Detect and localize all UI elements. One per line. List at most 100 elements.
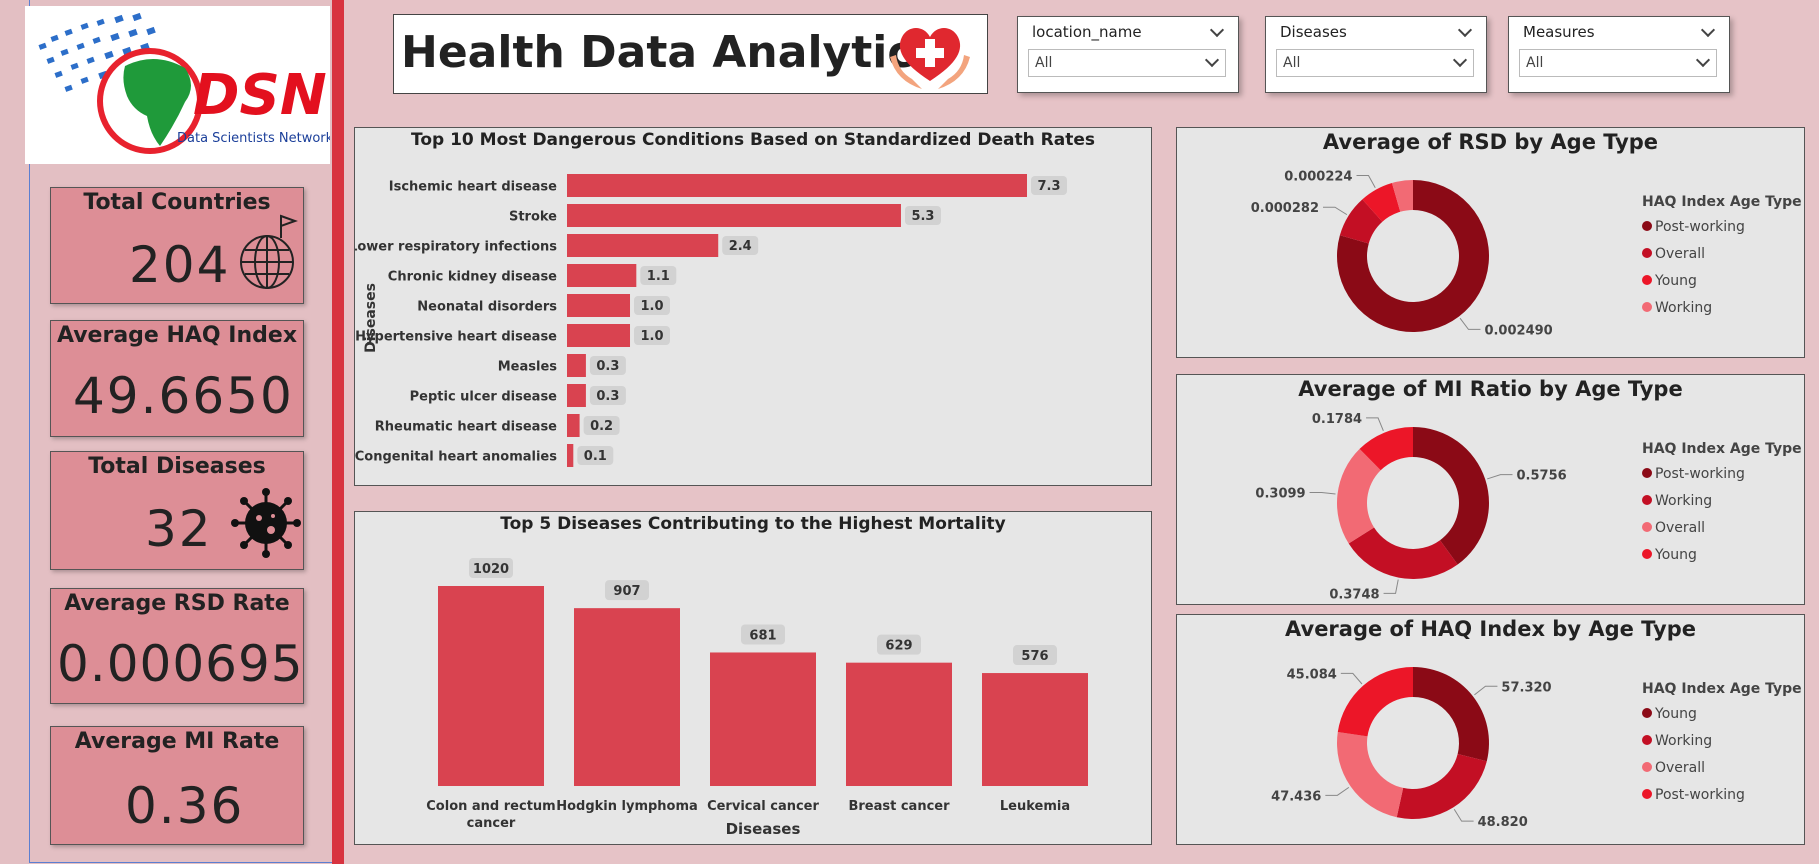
donut-slice[interactable]	[1413, 667, 1489, 762]
leader-line	[1309, 491, 1336, 495]
data-label-bg	[877, 634, 921, 655]
category-label: Colon and rectum	[426, 799, 555, 814]
category-label: Stroke	[509, 210, 557, 225]
logo-tagline: Data Scientists Network	[177, 131, 330, 146]
chevron-down-icon[interactable]	[1209, 22, 1225, 38]
donut-slice[interactable]	[1396, 754, 1487, 819]
chevron-down-icon[interactable]	[1204, 52, 1220, 68]
bar[interactable]	[567, 264, 637, 287]
globe-icon	[240, 214, 298, 289]
legend-item[interactable]: Young	[1654, 706, 1697, 722]
legend-marker	[1642, 735, 1652, 745]
category-label: Breast cancer	[848, 799, 950, 814]
kpi-average-rsd-rate: Average RSD Rate 0.000695	[50, 588, 304, 704]
chevron-down-icon[interactable]	[1700, 22, 1716, 38]
data-label: 1020	[473, 562, 509, 577]
donut-slice[interactable]	[1337, 732, 1404, 818]
data-label-bg	[583, 416, 620, 435]
chevron-down-icon[interactable]	[1695, 52, 1711, 68]
legend-item[interactable]: Overall	[1655, 520, 1705, 536]
kpi-title: Total Countries	[83, 190, 271, 215]
slice-label: 0.1784	[1312, 412, 1362, 427]
donut-slice[interactable]	[1337, 180, 1489, 332]
legend-marker	[1642, 789, 1652, 799]
legend-marker	[1642, 302, 1652, 312]
donut-slice[interactable]	[1337, 448, 1381, 544]
legend-item[interactable]: Young	[1654, 273, 1697, 289]
slicer-location-name[interactable]: location_name All	[1017, 16, 1239, 93]
chart-title: Average of RSD by Age Type	[1322, 130, 1659, 154]
legend-item[interactable]: Working	[1655, 300, 1712, 316]
slicer-measures[interactable]: Measures All	[1508, 16, 1730, 93]
category-label: Peptic ulcer disease	[410, 390, 558, 405]
donut-slice[interactable]	[1359, 427, 1413, 471]
slice-label: 57.320	[1501, 680, 1551, 695]
bar[interactable]	[438, 586, 544, 786]
y-axis-label: Diseases	[363, 283, 379, 353]
kpi-value: 0.36	[125, 777, 245, 835]
leader-line	[1340, 672, 1363, 685]
dashboard-title-box: Health Data Analytics	[393, 14, 988, 94]
donut-slice[interactable]	[1391, 180, 1413, 212]
category-label: Hypertensive heart disease	[355, 330, 557, 345]
legend-item[interactable]: Post-working	[1655, 466, 1745, 482]
data-label-bg	[589, 386, 626, 405]
legend-item[interactable]: Post-working	[1655, 219, 1745, 235]
measures-dropdown[interactable]: All	[1519, 49, 1717, 77]
data-label-bg	[722, 236, 759, 255]
donut-slice[interactable]	[1339, 199, 1383, 244]
category-label: Rheumatic heart disease	[375, 420, 557, 435]
legend-item[interactable]: Working	[1655, 733, 1712, 749]
bar[interactable]	[710, 652, 816, 786]
legend-marker	[1642, 275, 1652, 285]
bar[interactable]	[567, 294, 631, 317]
data-label: 0.1	[584, 449, 607, 464]
bar[interactable]	[567, 324, 631, 347]
legend-marker	[1642, 762, 1652, 772]
slice-label: 0.5756	[1517, 469, 1567, 484]
legend-marker	[1642, 522, 1652, 532]
leader-line	[1487, 474, 1513, 480]
bar[interactable]	[567, 174, 1027, 197]
chevron-down-icon[interactable]	[1452, 52, 1468, 68]
donut-plot: 0.5756 0.3748 0.3099 0.1784 HAQ Index Age Ty…	[1255, 412, 1801, 602]
diseases-dropdown[interactable]: All	[1276, 49, 1474, 77]
slice-label: 48.820	[1478, 815, 1528, 830]
bar[interactable]	[574, 608, 680, 786]
donut-slice[interactable]	[1348, 527, 1458, 579]
legend-item[interactable]: Young	[1654, 547, 1697, 563]
leader-line	[1459, 317, 1481, 330]
slicer-value: All	[1035, 55, 1053, 71]
legend-item[interactable]: Overall	[1655, 246, 1705, 262]
data-label-bg	[1013, 645, 1057, 666]
bar[interactable]	[567, 384, 586, 407]
category-label: Cervical cancer	[707, 799, 819, 814]
bar[interactable]	[567, 414, 580, 437]
legend-marker	[1642, 221, 1652, 231]
bar[interactable]	[567, 354, 586, 377]
legend-marker	[1642, 495, 1652, 505]
slicer-diseases[interactable]: Diseases All	[1265, 16, 1487, 93]
data-label-bg	[741, 624, 785, 645]
legend-item[interactable]: Overall	[1655, 760, 1705, 776]
bar[interactable]	[567, 204, 901, 227]
donut-slice[interactable]	[1337, 667, 1413, 737]
bar[interactable]	[846, 662, 952, 786]
leader-line	[1325, 786, 1350, 796]
bar[interactable]	[567, 444, 574, 467]
data-label: 629	[885, 639, 912, 654]
donut-slice[interactable]	[1362, 182, 1401, 222]
bar[interactable]	[567, 234, 719, 257]
location-dropdown[interactable]: All	[1028, 49, 1226, 77]
category-label: Chronic kidney disease	[388, 270, 557, 285]
legend-marker	[1642, 468, 1652, 478]
sidebar-divider	[332, 0, 344, 864]
data-label-bg	[1031, 176, 1067, 195]
logo-graphic: DSN Data Scientists Network	[38, 12, 334, 154]
donut-slice[interactable]	[1413, 427, 1489, 565]
legend-item[interactable]: Post-working	[1655, 787, 1745, 803]
chevron-down-icon[interactable]	[1457, 22, 1473, 38]
dsn-logo: DSN Data Scientists Network	[25, 6, 334, 164]
bar[interactable]	[982, 673, 1088, 786]
legend-item[interactable]: Working	[1655, 493, 1712, 509]
